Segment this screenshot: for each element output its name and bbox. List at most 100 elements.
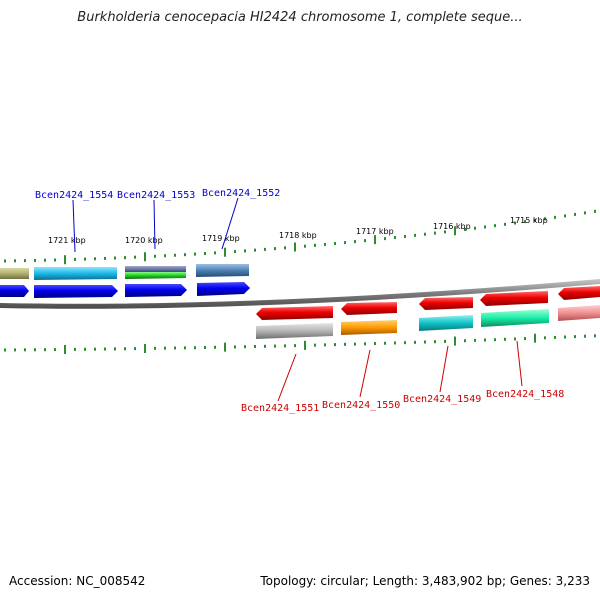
lower-scale-ring (4, 333, 596, 354)
minor-tick (54, 348, 56, 352)
minor-tick (554, 215, 556, 219)
minor-tick (94, 257, 96, 261)
gene-feature[interactable] (256, 323, 333, 339)
gene-arrow[interactable] (419, 297, 473, 310)
minor-tick (404, 341, 406, 345)
minor-tick (264, 344, 266, 348)
minor-tick (474, 226, 476, 230)
minor-tick (354, 342, 356, 346)
minor-tick (154, 254, 156, 258)
major-tick (64, 255, 66, 265)
gene-label[interactable]: Bcen2424_1554 (35, 190, 113, 201)
minor-tick (494, 224, 496, 228)
minor-tick (424, 340, 426, 344)
kbp-label: 1716 kbp (433, 222, 471, 231)
minor-tick (174, 253, 176, 257)
minor-tick (574, 335, 576, 339)
gene-feature[interactable] (125, 266, 186, 272)
gene-label[interactable]: Bcen2424_1553 (117, 190, 195, 201)
gene-arrow[interactable] (125, 284, 187, 297)
kbp-label: 1719 kbp (202, 234, 240, 243)
minor-tick (484, 225, 486, 229)
minor-tick (524, 337, 526, 341)
minor-tick (234, 345, 236, 349)
minor-tick (324, 343, 326, 347)
accession-text: Accession: NC_008542 (9, 574, 146, 588)
gene-arrow[interactable] (0, 285, 29, 297)
genome-backbone (0, 279, 600, 309)
minor-tick (214, 345, 216, 349)
minor-tick (34, 348, 36, 352)
major-tick (454, 336, 456, 346)
label-leader-line (153, 199, 156, 250)
minor-tick (184, 346, 186, 350)
minor-tick (24, 348, 26, 352)
minor-tick (14, 348, 16, 352)
gene-feature[interactable] (196, 264, 249, 277)
minor-tick (364, 239, 366, 243)
minor-tick (134, 255, 136, 259)
minor-tick (464, 227, 466, 231)
gene-arrow[interactable] (34, 285, 118, 298)
minor-tick (184, 253, 186, 257)
minor-tick (444, 339, 446, 343)
gene-arrow[interactable] (341, 302, 397, 315)
minor-tick (514, 337, 516, 341)
gene-feature[interactable] (419, 315, 473, 331)
minor-tick (504, 337, 506, 341)
gene-arrow[interactable] (480, 291, 548, 306)
kbp-label: 1718 kbp (279, 231, 317, 240)
minor-tick (324, 242, 326, 246)
minor-tick (334, 343, 336, 347)
gene-arrow[interactable] (558, 286, 600, 300)
gene-feature[interactable] (34, 267, 117, 280)
minor-tick (344, 241, 346, 245)
gene-feature[interactable] (341, 320, 397, 335)
gene-label[interactable]: Bcen2424_1548 (486, 389, 564, 400)
minor-tick (434, 340, 436, 344)
major-tick (454, 226, 456, 236)
gene-label[interactable]: Bcen2424_1549 (403, 394, 481, 405)
minor-tick (264, 247, 266, 251)
minor-tick (114, 256, 116, 260)
minor-tick (404, 234, 406, 238)
gene-arrow[interactable] (256, 306, 333, 320)
minor-tick (194, 252, 196, 256)
major-tick (144, 252, 146, 262)
minor-tick (14, 259, 16, 263)
minor-tick (314, 243, 316, 247)
minor-tick (164, 346, 166, 350)
minor-tick (424, 232, 426, 236)
gene-label[interactable]: Bcen2424_1550 (322, 400, 400, 411)
minor-tick (434, 231, 436, 235)
minor-tick (584, 211, 586, 215)
minor-tick (74, 257, 76, 261)
minor-tick (114, 347, 116, 351)
minor-tick (94, 347, 96, 351)
minor-tick (414, 340, 416, 344)
minor-tick (204, 251, 206, 255)
gene-feature[interactable] (558, 305, 600, 321)
genome-summary-text: Topology: circular; Length: 3,483,902 bp… (260, 574, 590, 588)
minor-tick (124, 347, 126, 351)
map-title: Burkholderia cenocepacia HI2424 chromoso… (77, 10, 523, 25)
gene-feature[interactable] (125, 272, 186, 279)
major-tick (224, 342, 226, 352)
minor-tick (494, 338, 496, 342)
gene-feature[interactable] (0, 268, 29, 279)
minor-tick (254, 248, 256, 252)
minor-tick (594, 209, 596, 213)
minor-tick (534, 218, 536, 222)
major-tick (224, 247, 226, 257)
minor-tick (84, 257, 86, 261)
kbp-label: 1721 kbp (48, 236, 86, 245)
minor-tick (354, 240, 356, 244)
major-tick (374, 235, 376, 245)
label-leader-line (516, 340, 523, 387)
minor-tick (584, 334, 586, 338)
gene-arrow[interactable] (197, 282, 250, 296)
gene-label[interactable]: Bcen2424_1552 (202, 188, 280, 199)
minor-tick (34, 258, 36, 262)
gene-label[interactable]: Bcen2424_1551 (241, 403, 319, 414)
gene-feature[interactable] (481, 309, 549, 327)
